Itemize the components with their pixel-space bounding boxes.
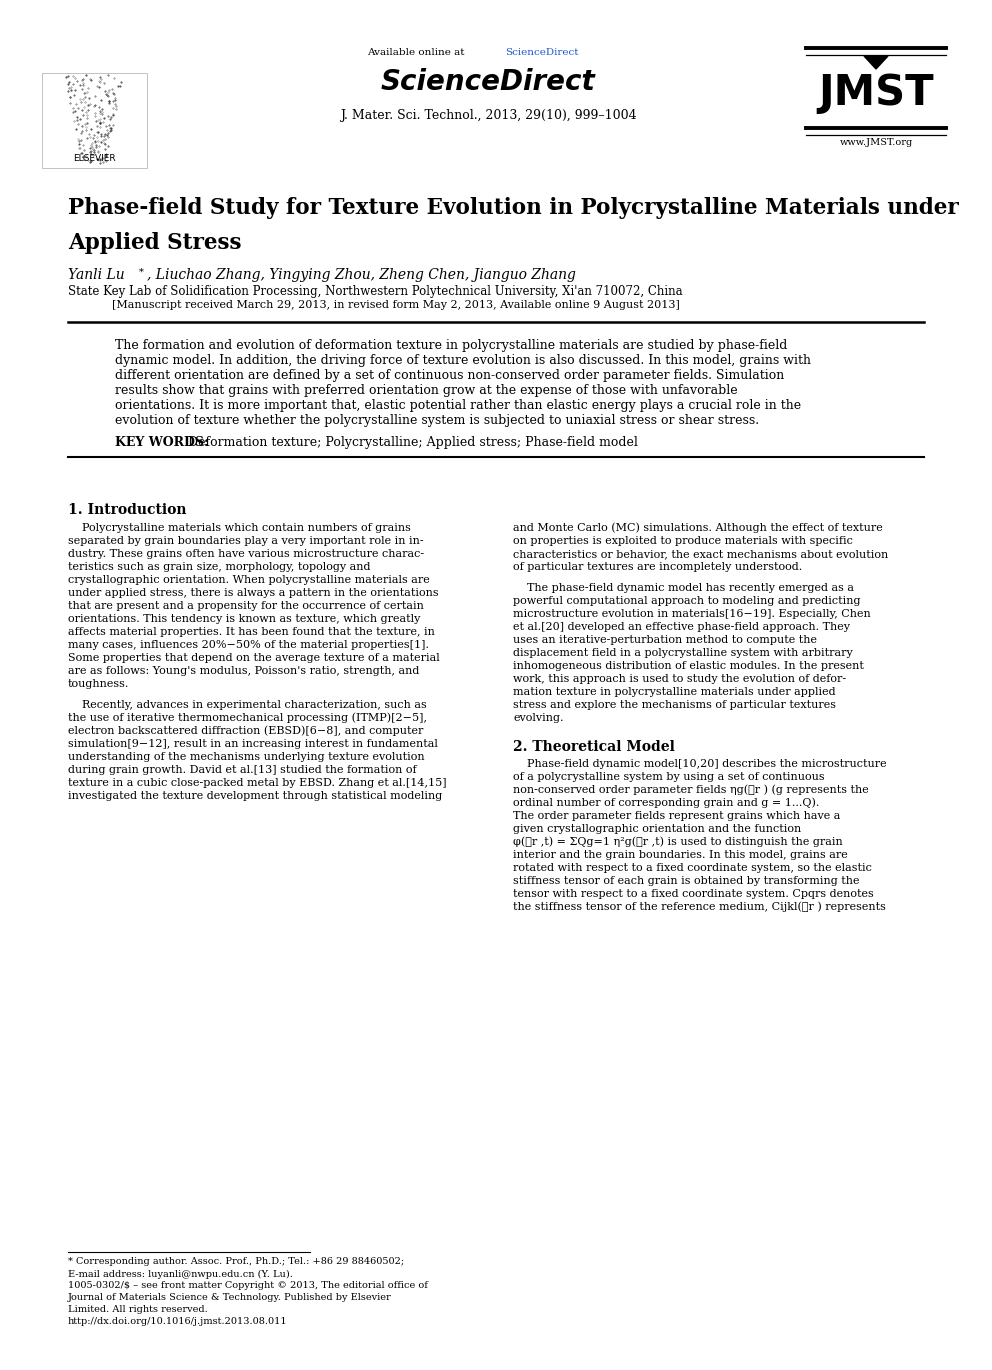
Text: stress and explore the mechanisms of particular textures: stress and explore the mechanisms of par… <box>513 700 836 710</box>
Text: uses an iterative-perturbation method to compute the: uses an iterative-perturbation method to… <box>513 636 817 645</box>
Text: φ(⃗r ,t) = ΣQg=1 η²g(⃗r ,t) is used to distinguish the grain: φ(⃗r ,t) = ΣQg=1 η²g(⃗r ,t) is used to d… <box>513 837 843 847</box>
Text: ScienceDirect: ScienceDirect <box>505 48 578 56</box>
Text: stiffness tensor of each grain is obtained by transforming the: stiffness tensor of each grain is obtain… <box>513 875 859 886</box>
Text: rotated with respect to a fixed coordinate system, so the elastic: rotated with respect to a fixed coordina… <box>513 863 872 873</box>
Text: work, this approach is used to study the evolution of defor-: work, this approach is used to study the… <box>513 674 846 684</box>
Text: Recently, advances in experimental characterization, such as: Recently, advances in experimental chara… <box>68 700 427 710</box>
Text: dustry. These grains often have various microstructure charac-: dustry. These grains often have various … <box>68 549 425 559</box>
Text: teristics such as grain size, morphology, topology and: teristics such as grain size, morphology… <box>68 562 370 573</box>
Text: The phase-field dynamic model has recently emerged as a: The phase-field dynamic model has recent… <box>513 584 854 593</box>
Text: The order parameter fields represent grains which have a: The order parameter fields represent gra… <box>513 811 840 821</box>
Text: mation texture in polycrystalline materials under applied: mation texture in polycrystalline materi… <box>513 686 835 697</box>
Text: 2. Theoretical Model: 2. Theoretical Model <box>513 740 675 754</box>
Text: different orientation are defined by a set of continuous non-conserved order par: different orientation are defined by a s… <box>115 369 785 381</box>
Text: tensor with respect to a fixed coordinate system. Cpqrs denotes: tensor with respect to a fixed coordinat… <box>513 889 874 899</box>
Text: microstructure evolution in materials[16−19]. Especially, Chen: microstructure evolution in materials[16… <box>513 610 871 619</box>
Text: State Key Lab of Solidification Processing, Northwestern Polytechnical Universit: State Key Lab of Solidification Processi… <box>68 285 682 297</box>
Text: results show that grains with preferred orientation grow at the expense of those: results show that grains with preferred … <box>115 384 738 396</box>
Text: investigated the texture development through statistical modeling: investigated the texture development thr… <box>68 790 442 801</box>
Text: Available online at: Available online at <box>367 48 468 56</box>
Text: inhomogeneous distribution of elastic modules. In the present: inhomogeneous distribution of elastic mo… <box>513 660 864 671</box>
Text: Polycrystalline materials which contain numbers of grains: Polycrystalline materials which contain … <box>68 523 411 533</box>
Text: ELSEVIER: ELSEVIER <box>72 153 115 163</box>
Text: evolution of texture whether the polycrystalline system is subjected to uniaxial: evolution of texture whether the polycry… <box>115 414 759 426</box>
Text: characteristics or behavior, the exact mechanisms about evolution: characteristics or behavior, the exact m… <box>513 549 888 559</box>
Text: texture in a cubic close-packed metal by EBSD. Zhang et al.[14,15]: texture in a cubic close-packed metal by… <box>68 778 446 788</box>
Text: dynamic model. In addition, the driving force of texture evolution is also discu: dynamic model. In addition, the driving … <box>115 353 811 367</box>
Text: non-conserved order parameter fields ηg(⃗r ) (g represents the: non-conserved order parameter fields ηg(… <box>513 785 869 795</box>
Text: The formation and evolution of deformation texture in polycrystalline materials : The formation and evolution of deformati… <box>115 338 788 352</box>
Text: and Monte Carlo (MC) simulations. Although the effect of texture: and Monte Carlo (MC) simulations. Althou… <box>513 523 883 533</box>
Text: Some properties that depend on the average texture of a material: Some properties that depend on the avera… <box>68 653 439 663</box>
Text: Phase-field dynamic model[10,20] describes the microstructure: Phase-field dynamic model[10,20] describ… <box>513 759 887 769</box>
Text: electron backscattered diffraction (EBSD)[6−8], and computer: electron backscattered diffraction (EBSD… <box>68 726 424 736</box>
Text: crystallographic orientation. When polycrystalline materials are: crystallographic orientation. When polyc… <box>68 575 430 585</box>
Polygon shape <box>864 56 888 68</box>
Text: of particular textures are incompletely understood.: of particular textures are incompletely … <box>513 562 803 573</box>
Text: Journal of Materials Science & Technology. Published by Elsevier: Journal of Materials Science & Technolog… <box>68 1293 392 1303</box>
Text: are as follows: Young's modulus, Poisson's ratio, strength, and: are as follows: Young's modulus, Poisson… <box>68 666 420 675</box>
Text: www.JMST.org: www.JMST.org <box>839 137 913 147</box>
Text: evolving.: evolving. <box>513 712 563 723</box>
Text: powerful computational approach to modeling and predicting: powerful computational approach to model… <box>513 596 860 606</box>
Text: orientations. It is more important that, elastic potential rather than elastic e: orientations. It is more important that,… <box>115 399 802 411</box>
Text: the use of iterative thermomechanical processing (ITMP)[2−5],: the use of iterative thermomechanical pr… <box>68 712 427 723</box>
Text: 1005-0302/$ – see front matter Copyright © 2013, The editorial office of: 1005-0302/$ – see front matter Copyright… <box>68 1281 428 1291</box>
Text: that are present and a propensity for the occurrence of certain: that are present and a propensity for th… <box>68 601 424 611</box>
Text: under applied stress, there is always a pattern in the orientations: under applied stress, there is always a … <box>68 588 438 597</box>
Text: Deformation texture; Polycrystalline; Applied stress; Phase-field model: Deformation texture; Polycrystalline; Ap… <box>184 436 638 448</box>
Text: toughness.: toughness. <box>68 680 129 689</box>
Text: of a polycrystalline system by using a set of continuous: of a polycrystalline system by using a s… <box>513 773 824 782</box>
Text: http://dx.doi.org/10.1016/j.jmst.2013.08.011: http://dx.doi.org/10.1016/j.jmst.2013.08… <box>68 1318 288 1326</box>
Text: Limited. All rights reserved.: Limited. All rights reserved. <box>68 1306 207 1314</box>
Text: separated by grain boundaries play a very important role in in-: separated by grain boundaries play a ver… <box>68 536 424 547</box>
Text: displacement field in a polycrystalline system with arbitrary: displacement field in a polycrystalline … <box>513 648 853 658</box>
Text: Applied Stress: Applied Stress <box>68 232 241 253</box>
Text: during grain growth. David et al.[13] studied the formation of: during grain growth. David et al.[13] st… <box>68 764 417 775</box>
Text: interior and the grain boundaries. In this model, grains are: interior and the grain boundaries. In th… <box>513 849 848 860</box>
Text: many cases, influences 20%−50% of the material properties[1].: many cases, influences 20%−50% of the ma… <box>68 640 429 649</box>
Text: affects material properties. It has been found that the texture, in: affects material properties. It has been… <box>68 627 434 637</box>
Text: simulation[9−12], result in an increasing interest in fundamental: simulation[9−12], result in an increasin… <box>68 738 437 749</box>
Text: 1. Introduction: 1. Introduction <box>68 503 186 516</box>
Text: J. Mater. Sci. Technol., 2013, 29(10), 999–1004: J. Mater. Sci. Technol., 2013, 29(10), 9… <box>339 108 636 122</box>
Text: orientations. This tendency is known as texture, which greatly: orientations. This tendency is known as … <box>68 614 421 623</box>
Text: * Corresponding author. Assoc. Prof., Ph.D.; Tel.: +86 29 88460502;: * Corresponding author. Assoc. Prof., Ph… <box>68 1258 404 1266</box>
Text: E-mail address: luyanli@nwpu.edu.cn (Y. Lu).: E-mail address: luyanli@nwpu.edu.cn (Y. … <box>68 1270 293 1278</box>
Text: Phase-field Study for Texture Evolution in Polycrystalline Materials under: Phase-field Study for Texture Evolution … <box>68 197 958 219</box>
Text: et al.[20] developed an effective phase-field approach. They: et al.[20] developed an effective phase-… <box>513 622 850 632</box>
Bar <box>42 73 147 169</box>
Text: ScienceDirect: ScienceDirect <box>381 68 595 96</box>
Text: understanding of the mechanisms underlying texture evolution: understanding of the mechanisms underlyi… <box>68 752 425 762</box>
Text: [Manuscript received March 29, 2013, in revised form May 2, 2013, Available onli: [Manuscript received March 29, 2013, in … <box>112 300 680 310</box>
Text: , Liuchao Zhang, Yingying Zhou, Zheng Chen, Jianguo Zhang: , Liuchao Zhang, Yingying Zhou, Zheng Ch… <box>147 269 576 282</box>
Text: Yanli Lu: Yanli Lu <box>68 269 125 282</box>
Text: given crystallographic orientation and the function: given crystallographic orientation and t… <box>513 823 802 834</box>
Text: KEY WORDS:: KEY WORDS: <box>115 436 208 448</box>
Text: *: * <box>139 267 144 277</box>
Text: ordinal number of corresponding grain and g = 1...Q).: ordinal number of corresponding grain an… <box>513 797 819 808</box>
Text: JMST: JMST <box>818 73 933 114</box>
Text: the stiffness tensor of the reference medium, Cijkl(⃗r ) represents: the stiffness tensor of the reference me… <box>513 901 886 912</box>
Text: on properties is exploited to produce materials with specific: on properties is exploited to produce ma… <box>513 536 853 547</box>
